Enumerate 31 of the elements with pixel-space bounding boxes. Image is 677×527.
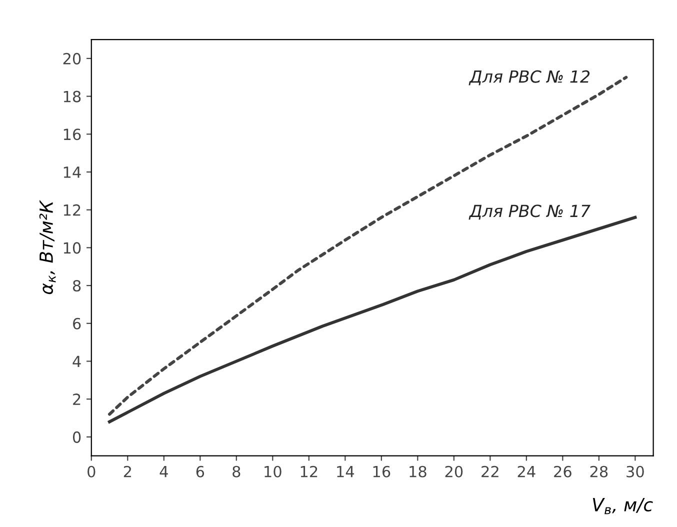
y-tick-label: 14: [64, 166, 81, 178]
y-tick-label: 6: [73, 318, 81, 330]
x-tick-label: 20: [445, 466, 463, 478]
series-label: Для РВС № 12: [468, 70, 590, 86]
x-tick-label: 22: [482, 466, 498, 478]
x-tick-label: 24: [518, 466, 536, 478]
y-tick-label: 4: [72, 356, 81, 368]
x-tick-label: 10: [264, 466, 282, 478]
x-tick-label: 6: [196, 466, 204, 478]
y-tick-label: 18: [64, 90, 81, 102]
x-tick-label: 26: [554, 466, 572, 478]
x-tick-label: 8: [232, 466, 240, 478]
x-tick-label: 30: [626, 466, 644, 478]
x-axis-title: V$_{в}$, м/с: [592, 498, 653, 514]
y-tick-label: 8: [72, 280, 81, 292]
x-tick-label: 18: [410, 466, 426, 478]
series-label: Для РВС № 17: [468, 204, 590, 220]
y-tick-label: 2: [73, 394, 80, 405]
x-tick-label: 4: [160, 466, 168, 478]
x-tick-label: 0: [88, 466, 96, 478]
y-axis-title: α$_{к}$, Вт/м²К: [39, 200, 56, 294]
y-tick-label: 16: [64, 128, 81, 140]
y-tick-label: 0: [72, 431, 81, 443]
x-tick-label: 2: [124, 466, 131, 478]
y-tick-label: 20: [63, 52, 81, 64]
x-tick-label: 12: [300, 466, 318, 478]
y-tick-label: 10: [64, 242, 81, 254]
x-tick-label: 28: [590, 466, 608, 478]
y-tick-label: 12: [64, 204, 80, 216]
x-tick-label: 14: [337, 466, 354, 478]
x-tick-label: 16: [373, 466, 390, 478]
